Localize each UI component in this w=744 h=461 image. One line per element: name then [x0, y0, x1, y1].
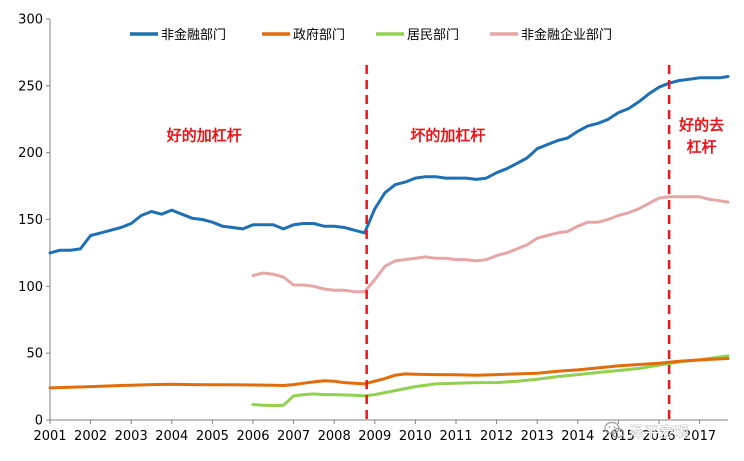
legend-label-4: 非金融企业部门	[521, 27, 612, 43]
y-tick-label: 300	[18, 13, 43, 28]
x-tick-label: 2006	[236, 429, 269, 444]
x-tick-label: 2001	[33, 429, 66, 444]
series-layer	[48, 75, 730, 408]
annotation-good-leverage: 好的加杠杆	[166, 127, 242, 145]
y-tick-label: 0	[35, 414, 43, 429]
y-tick-label: 150	[18, 213, 43, 228]
series-line-3	[251, 354, 730, 408]
x-tick-label: 2017	[683, 429, 716, 444]
series-line-2	[48, 357, 730, 390]
annotation-good-deleverage: 好的去杠杆	[678, 116, 724, 156]
series-line-4	[251, 195, 730, 294]
x-tick-label: 2012	[480, 429, 513, 444]
chart-legend: 非金融部门 政府部门 居民部门 非金融企业部门	[130, 27, 612, 43]
x-tick-label: 2005	[196, 429, 229, 444]
x-tick-label: 2008	[318, 429, 351, 444]
x-tick-label: 2014	[561, 429, 594, 444]
x-tick-label: 2010	[399, 429, 432, 444]
legend-label-3: 居民部门	[407, 28, 459, 43]
x-tick-label: 2004	[155, 429, 188, 444]
y-tick-label: 200	[18, 146, 43, 161]
x-tick-label: 2007	[277, 429, 310, 444]
x-tick-label: 2013	[521, 429, 554, 444]
y-tick-label: 50	[26, 347, 43, 362]
legend-label-2: 政府部门	[293, 28, 345, 43]
y-tick-label: 250	[18, 79, 43, 94]
x-tick-label: 2016	[642, 429, 675, 444]
wechat-icon	[604, 421, 625, 439]
annotation-bad-leverage: 坏的加杠杆	[410, 127, 485, 145]
x-tick-label: 2009	[358, 429, 391, 444]
x-tick-label: 2003	[115, 429, 148, 444]
watermark-text: 泽平宏观	[629, 423, 689, 441]
x-tick-label: 2002	[74, 429, 107, 444]
x-tick-label: 2011	[439, 429, 472, 444]
watermark: 泽平宏观	[604, 421, 689, 441]
chart-axes: 0 50 100 150 200 250 300 2001 2002 2003 2004 2005 20…	[18, 13, 728, 444]
annotations: 好的加杠杆 坏的加杠杆 好的去杠杆	[166, 116, 724, 156]
y-tick-label: 100	[18, 280, 43, 295]
legend-label-1: 非金融部门	[161, 27, 226, 43]
series-line-1	[48, 75, 730, 255]
